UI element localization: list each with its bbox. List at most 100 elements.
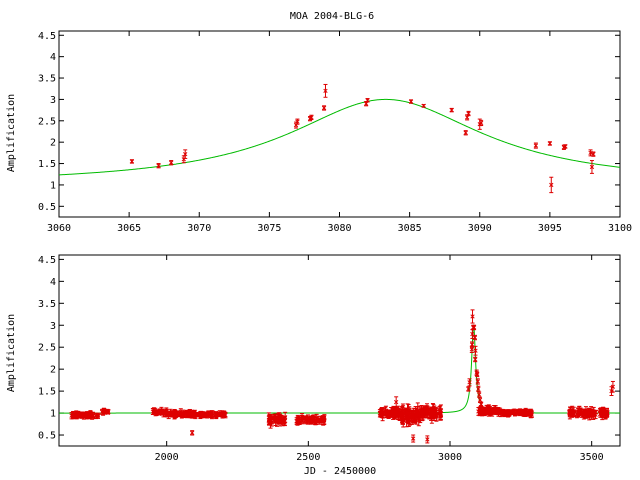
data-point-bottom	[314, 413, 319, 423]
data-point-bottom	[516, 409, 521, 416]
data-point-bottom	[386, 409, 391, 419]
x-tick-label-top: 3075	[257, 223, 281, 234]
data-point-bottom	[303, 417, 308, 424]
y-axis-label-bottom: Amplification	[6, 314, 17, 392]
data-point-bottom	[388, 407, 394, 418]
data-point-bottom	[472, 334, 478, 341]
data-point-bottom	[159, 411, 165, 416]
x-tick-label-top: 3080	[327, 223, 351, 234]
data-point-bottom	[198, 410, 204, 419]
x-tick-label-bottom: 2000	[155, 452, 179, 463]
y-tick-label-bottom: 2	[50, 365, 56, 376]
data-point-bottom	[425, 410, 430, 416]
data-point-bottom	[266, 412, 271, 423]
x-tick-label-top: 3070	[187, 223, 211, 234]
y-tick-label-bottom: 4	[50, 277, 56, 288]
data-point-bottom	[316, 417, 322, 422]
y-tick-label-top: 4.5	[38, 31, 56, 42]
data-point-bottom	[406, 411, 411, 428]
model-curve-bottom	[59, 324, 620, 414]
data-point-bottom	[584, 410, 589, 419]
y-tick-label-top: 1.5	[38, 159, 56, 170]
y-axis-label-top: Amplification	[6, 94, 17, 172]
data-point-top	[478, 119, 484, 126]
data-point-bottom	[320, 416, 325, 421]
data-point-bottom	[421, 407, 426, 418]
data-point-bottom	[425, 435, 430, 444]
y-tick-label-bottom: 4.5	[38, 255, 56, 266]
data-point-bottom	[173, 411, 179, 418]
data-point-bottom	[221, 410, 227, 416]
data-point-bottom	[272, 413, 277, 423]
data-point-bottom	[157, 409, 162, 416]
data-point-bottom	[182, 410, 187, 418]
data-point-bottom	[379, 407, 384, 415]
data-point-bottom	[470, 309, 475, 324]
data-point-top	[156, 163, 161, 169]
y-tick-label-top: 3.5	[38, 74, 56, 85]
data-point-bottom	[297, 417, 302, 424]
data-point-bottom	[190, 430, 195, 436]
data-point-bottom	[567, 410, 572, 418]
data-point-bottom	[106, 409, 111, 415]
plot-frame-top	[58, 30, 621, 218]
data-point-bottom	[391, 405, 396, 416]
data-point-bottom	[277, 413, 282, 423]
data-point-bottom	[69, 412, 74, 420]
data-point-bottom	[473, 356, 478, 363]
data-point-top	[563, 144, 568, 149]
y-tick-label-bottom: 3.5	[38, 299, 56, 310]
top-panel: 0.5 1 1.5 2 2.5 3 3.5 4 4.5 3060 3065 3070 3075 3080 3…	[38, 30, 632, 234]
model-curve-top	[59, 98, 620, 176]
data-point-bottom	[206, 410, 211, 416]
data-point-top	[421, 103, 426, 108]
data-point-bottom	[411, 434, 416, 443]
x-tick-label-top: 3095	[538, 223, 562, 234]
data-point-top	[549, 176, 554, 194]
plot-frame-bottom	[58, 254, 621, 447]
x-tick-label-bottom: 2500	[296, 452, 320, 463]
data-point-bottom	[527, 410, 532, 416]
data-point-bottom	[76, 411, 81, 418]
data-point-top	[321, 105, 327, 111]
y-tick-label-top: 3	[50, 95, 56, 106]
data-point-bottom	[511, 408, 516, 415]
x-tick-label-bottom: 3000	[438, 452, 462, 463]
data-point-top	[547, 141, 553, 146]
data-point-bottom	[490, 408, 496, 415]
data-point-bottom	[494, 407, 499, 415]
data-point-top	[365, 98, 370, 103]
data-point-bottom	[475, 378, 480, 385]
data-point-bottom	[501, 409, 507, 415]
data-point-bottom	[473, 345, 478, 356]
data-point-bottom	[610, 380, 616, 393]
data-point-bottom	[394, 396, 399, 408]
data-point-top	[591, 151, 596, 157]
x-tick-label-top: 3090	[468, 223, 492, 234]
data-point-top	[295, 118, 300, 125]
data-point-bottom	[469, 341, 475, 348]
data-point-bottom	[598, 407, 603, 416]
data-point-bottom	[400, 406, 405, 422]
data-point-top	[181, 155, 186, 164]
y-tick-label-top: 0.5	[38, 202, 56, 213]
data-point-bottom	[438, 404, 444, 418]
data-point-top	[466, 110, 471, 117]
y-tick-label-bottom: 0.5	[38, 431, 56, 442]
data-point-bottom	[413, 406, 418, 418]
y-tick-label-bottom: 1	[50, 409, 56, 420]
data-point-bottom	[213, 411, 219, 417]
data-point-top	[408, 99, 414, 104]
data-point-bottom	[429, 410, 435, 424]
bottom-panel: 0.5 1 1.5 2 2.5 3 3.5 4 4.5 2000 2500 3000 3500	[38, 254, 621, 463]
data-point-bottom	[178, 408, 183, 416]
data-point-bottom	[466, 386, 471, 392]
x-axis-label-bottom: JD - 2450000	[304, 466, 376, 477]
data-point-bottom	[93, 412, 99, 419]
data-point-bottom	[591, 409, 596, 417]
y-tick-label-bottom: 3	[50, 321, 56, 332]
data-point-bottom	[433, 408, 438, 419]
data-point-top	[533, 142, 539, 149]
data-point-bottom	[476, 385, 481, 393]
